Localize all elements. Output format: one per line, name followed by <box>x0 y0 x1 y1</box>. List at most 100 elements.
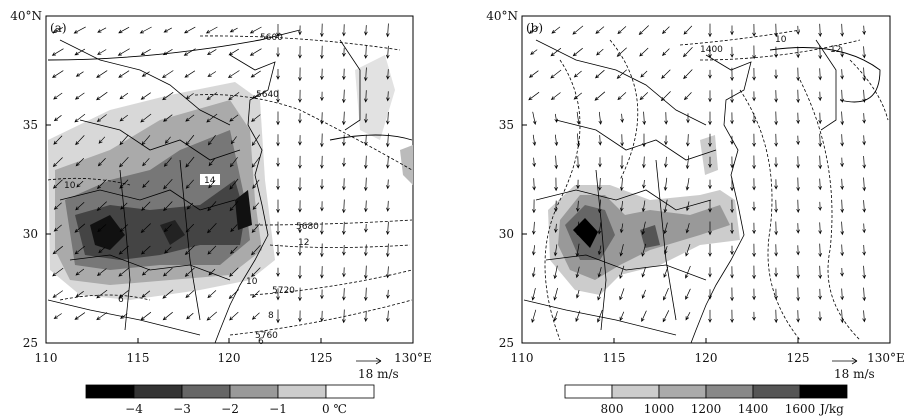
wind-vector <box>774 90 778 103</box>
wind-vector <box>140 223 151 234</box>
wind-vector <box>576 111 581 125</box>
y-tick-label: 25 <box>499 336 514 350</box>
wind-vector <box>708 221 712 236</box>
wind-vector <box>298 67 302 82</box>
wind-vector <box>252 179 260 189</box>
wind-vector <box>840 23 845 37</box>
wind-vector <box>75 291 84 298</box>
wind-vector <box>229 157 238 168</box>
wind-vector <box>119 92 129 100</box>
wind-vector <box>207 134 216 146</box>
wind-vector <box>840 47 844 58</box>
wind-vector <box>730 156 734 169</box>
wind-vector <box>142 158 150 167</box>
wind-vector <box>363 177 368 192</box>
wind-vector <box>53 115 62 122</box>
wind-vector <box>619 177 624 192</box>
wind-vector <box>774 46 778 59</box>
wind-vector <box>639 92 649 101</box>
wind-vector <box>97 27 107 33</box>
wind-vector <box>118 70 130 78</box>
wind-vector <box>638 25 649 36</box>
colorbar-label: 1400 <box>738 402 769 416</box>
wind-vector <box>120 313 128 319</box>
wind-vector <box>575 243 580 258</box>
wind-vector <box>796 199 800 214</box>
wind-vector <box>862 200 867 213</box>
wind-vector <box>663 156 668 168</box>
wind-vector <box>752 311 756 321</box>
wind-vector <box>164 136 171 144</box>
wind-vector <box>752 288 756 301</box>
wind-vector <box>74 48 86 56</box>
panel-a-contours <box>47 35 413 336</box>
wind-vector <box>249 26 262 34</box>
wind-vector <box>796 25 800 35</box>
wind-vector <box>342 24 346 37</box>
wind-vector <box>840 134 845 147</box>
wind-vector <box>276 69 280 80</box>
wind-vector <box>207 290 217 299</box>
wind-vector <box>597 309 603 323</box>
wind-vector <box>554 223 558 234</box>
wind-vector <box>796 46 800 59</box>
wind-vector <box>298 287 302 302</box>
wind-vector <box>298 135 302 146</box>
wind-vector <box>617 26 627 35</box>
wind-vector <box>276 244 280 257</box>
wind-vector <box>207 223 217 234</box>
wind-vector <box>796 156 800 169</box>
wind-vector <box>320 45 324 60</box>
wind-vector <box>840 309 845 324</box>
wind-vector <box>576 133 581 148</box>
wind-vector <box>620 134 624 147</box>
wind-vector <box>796 112 800 125</box>
wind-vector <box>840 89 845 103</box>
wind-vector <box>251 267 261 277</box>
wind-vector <box>141 135 151 146</box>
wind-vector <box>862 310 867 323</box>
wind-vector <box>774 267 778 278</box>
contour-label: 5600 <box>260 33 283 43</box>
wind-vector <box>53 313 62 319</box>
wind-vector <box>708 309 712 323</box>
wind-vector <box>208 179 216 189</box>
wind-vector <box>75 71 84 77</box>
wind-vector <box>364 25 368 36</box>
wind-vector <box>730 135 734 145</box>
wind-vector <box>229 267 239 277</box>
wind-vector <box>730 287 734 302</box>
wind-vector <box>276 47 280 58</box>
wind-vector <box>818 243 823 258</box>
panel-b-axes <box>521 15 891 343</box>
wind-vector <box>730 89 734 104</box>
wind-vector <box>598 111 603 125</box>
wind-vector <box>642 133 646 148</box>
wind-vector <box>531 288 536 301</box>
wind-vector <box>642 111 647 126</box>
wind-vector <box>320 266 324 279</box>
wind-vector <box>298 200 302 213</box>
wind-vector <box>320 289 324 300</box>
wind-vector <box>685 243 691 257</box>
wind-vector <box>386 289 390 299</box>
wind-vector <box>364 113 368 124</box>
wind-vector <box>364 200 368 213</box>
wind-vector <box>341 111 346 126</box>
wind-vector <box>528 26 539 34</box>
wind-vector <box>251 244 261 256</box>
wind-vector <box>840 178 844 191</box>
wind-vector <box>730 309 734 324</box>
wind-vector <box>796 287 800 302</box>
x-tick-label: 125 <box>787 351 810 365</box>
panel-a-reference-vector: 18 m/s <box>356 357 399 381</box>
wind-vector <box>276 134 280 147</box>
wind-vector <box>774 244 778 257</box>
wind-vector <box>207 201 217 212</box>
wind-vector <box>663 266 669 278</box>
wind-vector <box>708 267 712 278</box>
wind-vector <box>162 70 174 78</box>
contour-label: 8 <box>268 311 274 321</box>
wind-vector <box>341 221 346 235</box>
wind-vector <box>663 222 668 235</box>
